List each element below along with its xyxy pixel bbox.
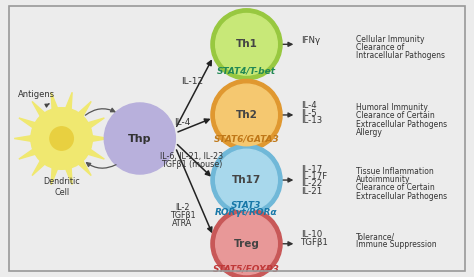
Text: Cellular Immunity: Cellular Immunity: [356, 35, 424, 43]
Text: Clearance of Certain: Clearance of Certain: [356, 183, 434, 192]
Polygon shape: [88, 135, 109, 142]
Text: TGFβ1: TGFβ1: [301, 238, 329, 247]
Polygon shape: [19, 118, 40, 130]
Text: STAT6/GATA3: STAT6/GATA3: [214, 135, 279, 143]
Ellipse shape: [216, 149, 277, 211]
Text: Th1: Th1: [236, 39, 257, 49]
Polygon shape: [75, 157, 91, 176]
Ellipse shape: [211, 79, 282, 150]
Text: Th17: Th17: [232, 175, 261, 185]
Text: IL-12: IL-12: [181, 77, 203, 86]
Ellipse shape: [211, 208, 282, 277]
Text: IL-4: IL-4: [174, 118, 191, 127]
Ellipse shape: [216, 213, 277, 275]
Polygon shape: [83, 118, 104, 130]
Text: IL-21: IL-21: [301, 187, 322, 196]
Text: IL-2: IL-2: [175, 203, 190, 212]
Text: IL-13: IL-13: [301, 116, 322, 125]
Ellipse shape: [216, 84, 277, 146]
Text: RORγt/RORα: RORγt/RORα: [215, 208, 278, 217]
Ellipse shape: [211, 145, 282, 216]
Polygon shape: [32, 101, 48, 120]
Text: ATRA: ATRA: [173, 219, 192, 228]
Text: Intracellular Pathogens: Intracellular Pathogens: [356, 51, 445, 60]
Polygon shape: [83, 147, 104, 159]
Text: STAT3: STAT3: [231, 201, 262, 210]
Text: Allergy: Allergy: [356, 128, 383, 137]
Text: IFNγ: IFNγ: [301, 36, 320, 45]
Text: Clearance of: Clearance of: [356, 43, 404, 52]
Text: IL-5: IL-5: [301, 109, 317, 117]
Text: IL-22: IL-22: [301, 179, 322, 188]
Text: Thp: Thp: [128, 134, 152, 143]
Polygon shape: [32, 157, 48, 176]
Text: Autoimmunity: Autoimmunity: [356, 175, 410, 184]
Text: Antigens: Antigens: [18, 90, 55, 99]
Text: Extracellular Pathogens: Extracellular Pathogens: [356, 120, 447, 129]
Text: Extracellular Pathogens: Extracellular Pathogens: [356, 192, 447, 201]
Text: Treg: Treg: [234, 239, 259, 249]
Polygon shape: [14, 135, 36, 142]
Polygon shape: [51, 163, 59, 185]
Text: Tissue Inflammation: Tissue Inflammation: [356, 167, 433, 176]
Polygon shape: [51, 92, 59, 114]
Polygon shape: [19, 147, 40, 159]
Polygon shape: [64, 163, 72, 185]
Text: Humoral Immunity: Humoral Immunity: [356, 103, 428, 112]
Polygon shape: [64, 92, 72, 114]
Text: TGFβ1: TGFβ1: [170, 211, 195, 220]
Text: IL-17F: IL-17F: [301, 172, 327, 181]
Polygon shape: [75, 101, 91, 120]
Text: TGFβ1 (mouse): TGFβ1 (mouse): [161, 160, 223, 169]
Text: STAT5/FOXP3: STAT5/FOXP3: [213, 264, 280, 273]
Text: Clearance of Certain: Clearance of Certain: [356, 111, 434, 120]
Text: Th2: Th2: [236, 110, 257, 120]
Ellipse shape: [211, 9, 282, 80]
Text: Tolerance/: Tolerance/: [356, 232, 395, 241]
Text: Dendritic
Cell: Dendritic Cell: [43, 177, 80, 197]
Ellipse shape: [50, 127, 73, 150]
Ellipse shape: [216, 14, 277, 75]
Text: Immune Suppression: Immune Suppression: [356, 240, 436, 249]
Text: STAT4/T-bet: STAT4/T-bet: [217, 66, 276, 75]
Ellipse shape: [31, 108, 92, 169]
Text: IL-4: IL-4: [301, 101, 317, 110]
Text: IL-10: IL-10: [301, 230, 322, 239]
Ellipse shape: [104, 103, 175, 174]
Text: IL-6, IL-21, IL-23: IL-6, IL-21, IL-23: [160, 152, 224, 161]
Text: IL-17: IL-17: [301, 165, 322, 174]
